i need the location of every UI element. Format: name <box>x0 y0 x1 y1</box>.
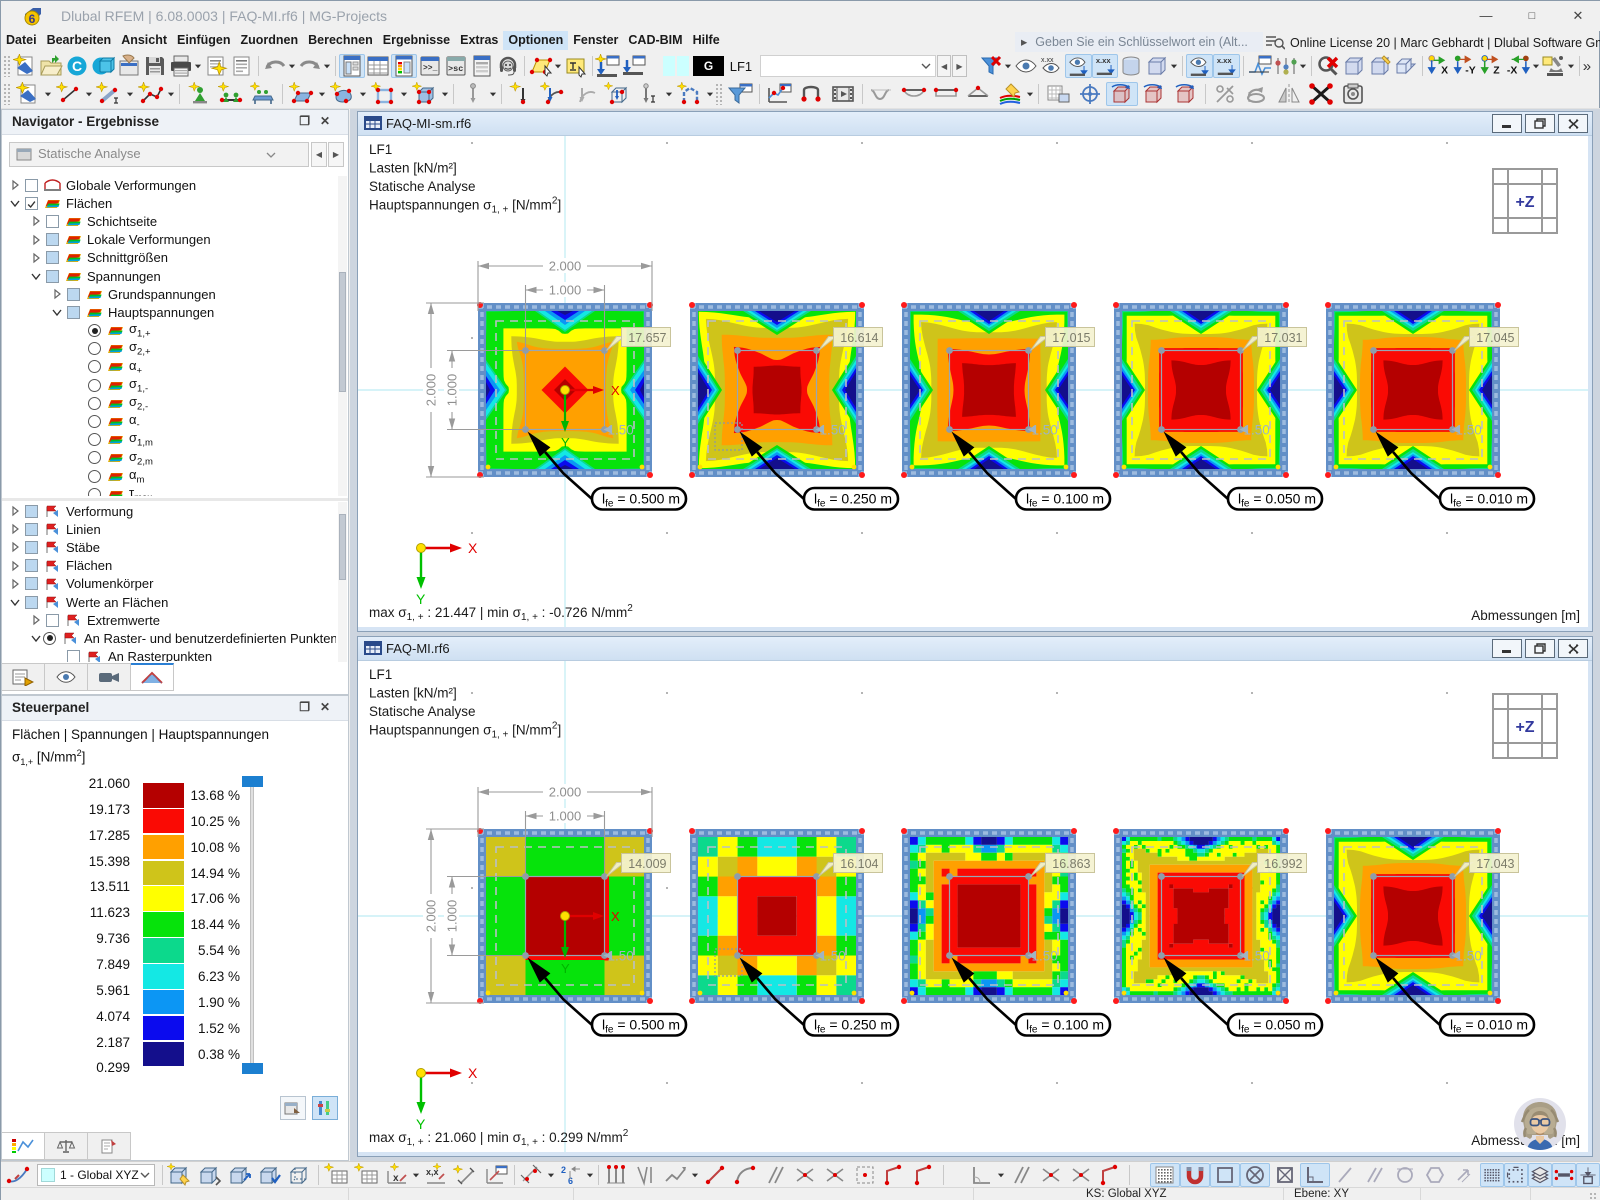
svg-text:17.045: 17.045 <box>1476 331 1514 345</box>
svg-text:Lasten [kN/m²]: Lasten [kN/m²] <box>369 161 457 176</box>
svg-text:Z: Z <box>1493 66 1500 77</box>
svg-text:X: X <box>468 540 478 556</box>
svg-text:Statische Analyse: Statische Analyse <box>369 179 476 194</box>
svg-text:Y: Y <box>561 435 570 450</box>
svg-text:1.50: 1.50 <box>1456 423 1482 438</box>
svg-text:1.50: 1.50 <box>608 423 634 438</box>
svg-text:Hauptspannungen σ1, + [N/mm2]: Hauptspannungen σ1, + [N/mm2] <box>369 721 561 741</box>
svg-text:lfe = 0.050 m: lfe = 0.050 m <box>1238 491 1316 510</box>
svg-text:Y: Y <box>561 961 570 976</box>
svg-text:lfe = 0.050 m: lfe = 0.050 m <box>1238 1017 1316 1036</box>
svg-text:17.015: 17.015 <box>1052 331 1090 345</box>
svg-text:x,x: x,x <box>426 1167 439 1177</box>
svg-text:max σ1, + : 21.447 | min σ1, +: max σ1, + : 21.447 | min σ1, + : -0.726 … <box>369 603 633 623</box>
svg-text:C: C <box>72 58 82 74</box>
svg-text:-X: -X <box>1507 66 1517 77</box>
svg-text:Y: Y <box>416 1116 426 1132</box>
svg-text:1.000: 1.000 <box>445 900 460 933</box>
svg-text:lfe = 0.100 m: lfe = 0.100 m <box>1026 491 1104 510</box>
svg-text:16.992: 16.992 <box>1264 857 1302 871</box>
svg-text:2.000: 2.000 <box>424 374 439 407</box>
svg-text:Statische Analyse: Statische Analyse <box>369 704 476 719</box>
svg-text:2.000: 2.000 <box>549 785 582 800</box>
svg-text:Y: Y <box>416 591 426 607</box>
svg-text:2: 2 <box>561 1165 566 1175</box>
svg-text:6: 6 <box>568 1176 573 1186</box>
svg-text:LF1: LF1 <box>369 667 392 682</box>
svg-text:>sc: >sc <box>448 64 463 74</box>
svg-text:LF1: LF1 <box>369 142 392 157</box>
svg-text:2.000: 2.000 <box>549 259 582 274</box>
svg-text:X: X <box>611 383 620 398</box>
svg-text:17.031: 17.031 <box>1264 331 1302 345</box>
svg-text:16.104: 16.104 <box>840 857 878 871</box>
svg-text:1.50: 1.50 <box>1032 423 1058 438</box>
svg-text:lfe = 0.500 m: lfe = 0.500 m <box>602 491 680 510</box>
svg-text:17.043: 17.043 <box>1476 857 1514 871</box>
svg-text:-Y: -Y <box>1465 66 1475 77</box>
svg-text:>>_: >>_ <box>423 64 438 73</box>
svg-text:Lasten [kN/m²]: Lasten [kN/m²] <box>369 686 457 701</box>
svg-text:Abmessungen [m]: Abmessungen [m] <box>1471 608 1580 623</box>
svg-text:16.863: 16.863 <box>1052 857 1090 871</box>
svg-text:lfe = 0.010 m: lfe = 0.010 m <box>1450 491 1528 510</box>
svg-text:1.50: 1.50 <box>1032 949 1058 964</box>
svg-text:x.xx: x.xx <box>1217 56 1233 65</box>
svg-text:lfe = 0.250 m: lfe = 0.250 m <box>814 1017 892 1036</box>
svg-text:1.50: 1.50 <box>820 949 846 964</box>
svg-text:lfe = 0.010 m: lfe = 0.010 m <box>1450 1017 1528 1036</box>
svg-text:lfe = 0.100 m: lfe = 0.100 m <box>1026 1017 1104 1036</box>
svg-text:17.657: 17.657 <box>628 331 666 345</box>
svg-text:lfe = 0.500 m: lfe = 0.500 m <box>602 1017 680 1036</box>
svg-text:1.000: 1.000 <box>445 374 460 407</box>
svg-text:14.009: 14.009 <box>628 857 666 871</box>
svg-text:+Z: +Z <box>1515 194 1534 211</box>
svg-text:x: x <box>393 1173 399 1184</box>
svg-text:x.xx: x.xx <box>1096 56 1112 65</box>
svg-text:6: 6 <box>29 12 36 26</box>
svg-text:1.50: 1.50 <box>820 423 846 438</box>
svg-text:x.xx: x.xx <box>1041 57 1054 64</box>
svg-text:1.50: 1.50 <box>608 949 634 964</box>
svg-text:1.50: 1.50 <box>1456 949 1482 964</box>
svg-text:2.000: 2.000 <box>424 900 439 933</box>
svg-text:1.000: 1.000 <box>549 809 582 824</box>
svg-text:1.50: 1.50 <box>1244 423 1270 438</box>
svg-text:+Z: +Z <box>1515 719 1534 736</box>
svg-text:X: X <box>1441 66 1448 77</box>
svg-text:X: X <box>468 1065 478 1081</box>
svg-text:1.50: 1.50 <box>1244 949 1270 964</box>
svg-text:lfe = 0.250 m: lfe = 0.250 m <box>814 491 892 510</box>
svg-text:X: X <box>611 909 620 924</box>
svg-text:1.000: 1.000 <box>549 283 582 298</box>
svg-text:16.614: 16.614 <box>840 331 878 345</box>
svg-text:max σ1, + : 21.060 | min σ1, +: max σ1, + : 21.060 | min σ1, + : 0.299 N… <box>369 1128 629 1148</box>
svg-text:Hauptspannungen σ1, + [N/mm2]: Hauptspannungen σ1, + [N/mm2] <box>369 196 561 216</box>
